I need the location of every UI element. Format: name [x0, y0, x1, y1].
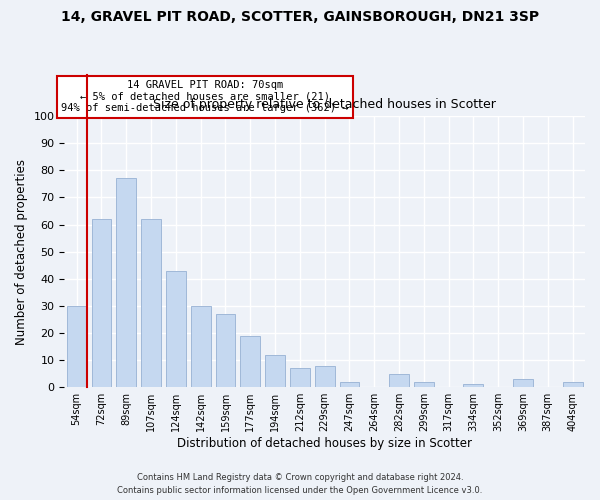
- Y-axis label: Number of detached properties: Number of detached properties: [15, 158, 28, 344]
- Text: Contains HM Land Registry data © Crown copyright and database right 2024.
Contai: Contains HM Land Registry data © Crown c…: [118, 473, 482, 495]
- Bar: [141, 219, 161, 387]
- Bar: [290, 368, 310, 387]
- Bar: [116, 178, 136, 387]
- Text: 14, GRAVEL PIT ROAD, SCOTTER, GAINSBOROUGH, DN21 3SP: 14, GRAVEL PIT ROAD, SCOTTER, GAINSBOROU…: [61, 10, 539, 24]
- Bar: [215, 314, 235, 387]
- Title: Size of property relative to detached houses in Scotter: Size of property relative to detached ho…: [153, 98, 496, 110]
- Bar: [241, 336, 260, 387]
- Text: 14 GRAVEL PIT ROAD: 70sqm
← 5% of detached houses are smaller (21)
94% of semi-d: 14 GRAVEL PIT ROAD: 70sqm ← 5% of detach…: [61, 80, 349, 114]
- Bar: [340, 382, 359, 387]
- Bar: [166, 270, 186, 387]
- Bar: [463, 384, 484, 387]
- Bar: [414, 382, 434, 387]
- Bar: [265, 354, 285, 387]
- Bar: [92, 219, 112, 387]
- Bar: [513, 379, 533, 387]
- Bar: [563, 382, 583, 387]
- Bar: [315, 366, 335, 387]
- Bar: [191, 306, 211, 387]
- Bar: [389, 374, 409, 387]
- X-axis label: Distribution of detached houses by size in Scotter: Distribution of detached houses by size …: [177, 437, 472, 450]
- Bar: [67, 306, 86, 387]
